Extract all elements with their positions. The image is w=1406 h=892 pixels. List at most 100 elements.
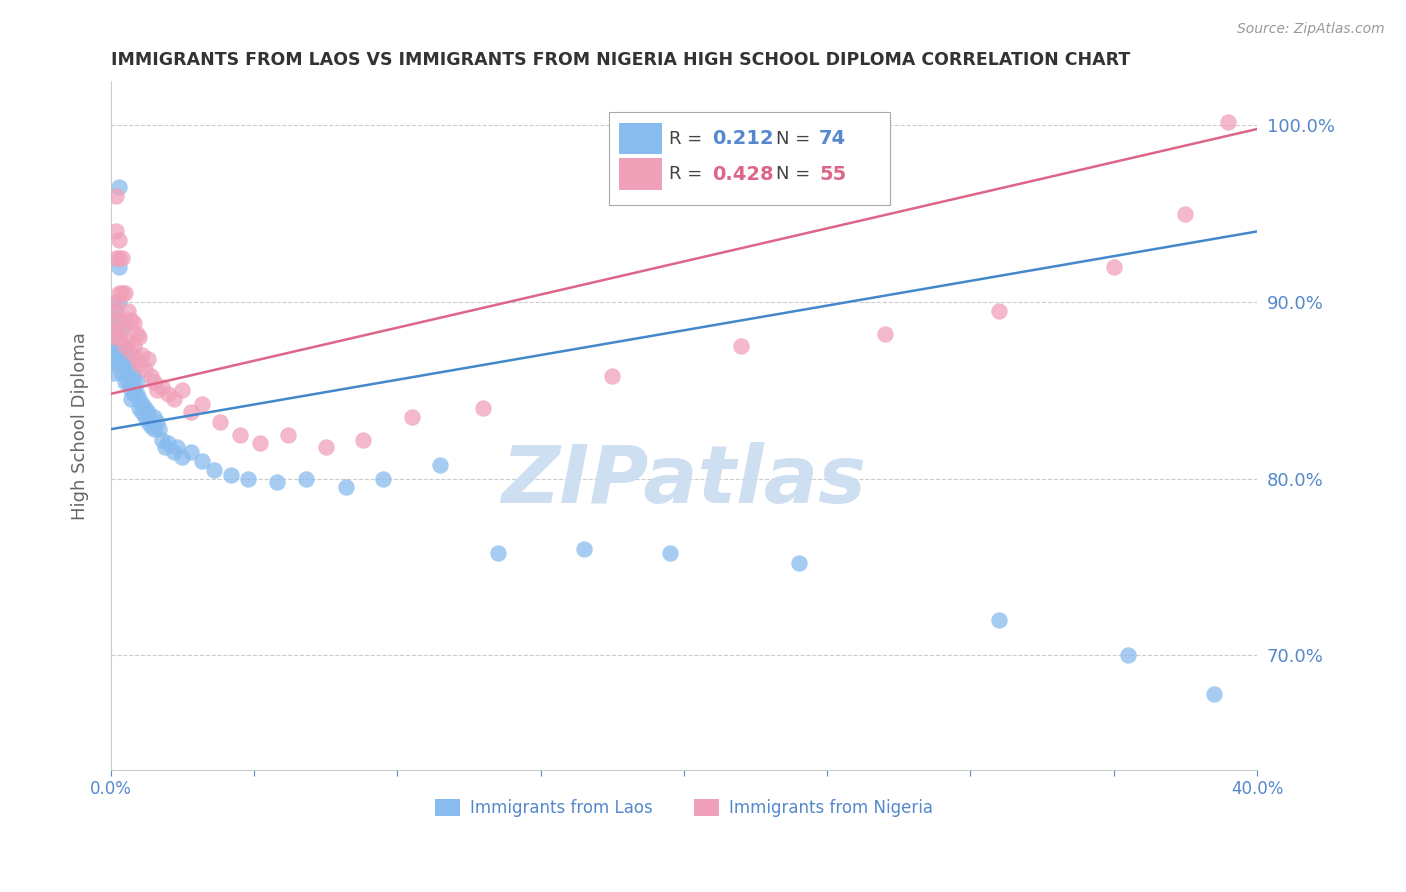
Point <box>136 415 159 429</box>
Point <box>108 260 131 274</box>
Point <box>117 366 139 380</box>
Point <box>988 613 1011 627</box>
Point <box>191 397 214 411</box>
Point <box>103 321 125 335</box>
Point <box>1202 687 1225 701</box>
Point <box>352 433 374 447</box>
Point <box>120 384 142 398</box>
Point <box>472 401 495 415</box>
Point <box>111 286 134 301</box>
Point <box>103 357 125 371</box>
Point <box>150 380 173 394</box>
Point <box>142 422 165 436</box>
Point <box>108 233 131 247</box>
Point <box>191 454 214 468</box>
Text: Source: ZipAtlas.com: Source: ZipAtlas.com <box>1237 22 1385 37</box>
Y-axis label: High School Diploma: High School Diploma <box>72 332 89 520</box>
Point <box>117 348 139 362</box>
FancyBboxPatch shape <box>619 159 662 190</box>
Point <box>111 366 134 380</box>
Point <box>105 304 128 318</box>
Point <box>125 387 148 401</box>
Point <box>157 436 180 450</box>
Point <box>105 251 128 265</box>
Point <box>122 380 145 394</box>
Point <box>988 304 1011 318</box>
Point <box>105 189 128 203</box>
Point <box>114 339 136 353</box>
Text: N =: N = <box>776 165 815 184</box>
Point <box>117 334 139 348</box>
Point <box>1218 115 1240 129</box>
Point <box>1116 648 1139 663</box>
Point <box>172 384 194 398</box>
Point <box>429 458 451 472</box>
Point <box>120 344 142 359</box>
Point <box>277 427 299 442</box>
Point <box>172 450 194 465</box>
Point <box>108 357 131 371</box>
Point <box>163 445 186 459</box>
Point <box>108 330 131 344</box>
Point <box>134 362 156 376</box>
Point <box>131 397 153 411</box>
Point <box>103 348 125 362</box>
Point <box>134 401 156 415</box>
Point <box>105 321 128 335</box>
Point <box>238 472 260 486</box>
Point <box>142 409 165 424</box>
Point <box>108 180 131 194</box>
Point <box>114 339 136 353</box>
Point <box>136 351 159 366</box>
Point <box>128 330 150 344</box>
Point <box>103 330 125 344</box>
Point <box>114 357 136 371</box>
Point <box>120 392 142 407</box>
Point <box>787 557 810 571</box>
Point <box>335 480 357 494</box>
Point <box>103 330 125 344</box>
Point <box>108 286 131 301</box>
Point <box>155 440 177 454</box>
Point <box>371 472 394 486</box>
Text: R =: R = <box>669 129 709 147</box>
Point <box>122 387 145 401</box>
Text: N =: N = <box>776 129 815 147</box>
Point <box>1174 207 1197 221</box>
Point <box>128 401 150 415</box>
Point <box>229 427 252 442</box>
Point <box>145 415 167 429</box>
Point <box>148 422 170 436</box>
Point <box>111 321 134 335</box>
Point <box>180 404 202 418</box>
Point <box>163 392 186 407</box>
Point <box>266 475 288 490</box>
Text: 0.212: 0.212 <box>713 129 775 148</box>
Point <box>117 357 139 371</box>
Text: R =: R = <box>669 165 709 184</box>
Point <box>114 348 136 362</box>
Point <box>125 351 148 366</box>
Point <box>111 251 134 265</box>
Point <box>131 348 153 362</box>
Text: 0.428: 0.428 <box>713 165 775 184</box>
Point <box>105 312 128 326</box>
Point <box>105 330 128 344</box>
Point <box>139 418 162 433</box>
Point <box>401 409 423 424</box>
Point <box>122 369 145 384</box>
Point <box>873 326 896 341</box>
Point <box>120 312 142 326</box>
Point <box>117 304 139 318</box>
Point <box>125 326 148 341</box>
Point <box>157 387 180 401</box>
Point <box>111 321 134 335</box>
Point <box>105 295 128 310</box>
Point <box>1102 260 1125 274</box>
Point <box>486 546 509 560</box>
Point <box>103 304 125 318</box>
Point <box>114 286 136 301</box>
Point <box>572 542 595 557</box>
Point <box>103 312 125 326</box>
Point <box>249 436 271 450</box>
